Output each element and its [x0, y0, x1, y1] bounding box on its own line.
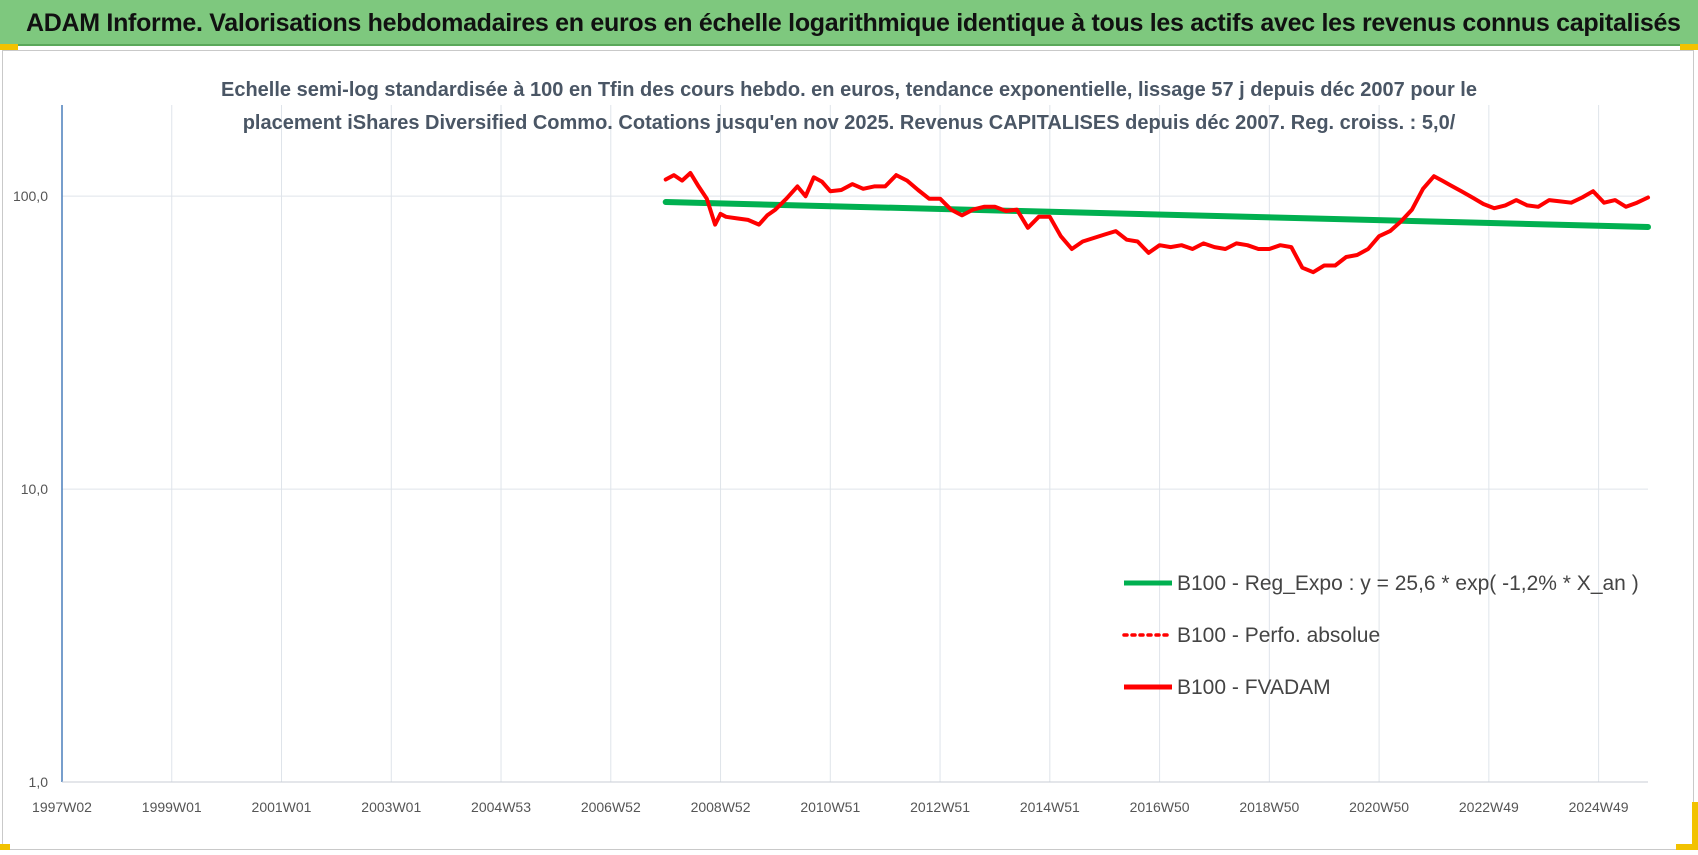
- chart-subtitle: Echelle semi-log standardisée à 100 en T…: [221, 79, 1477, 134]
- y-tick-label: 10,0: [21, 481, 48, 497]
- series-layer: [662, 171, 1651, 275]
- x-tick-label: 2010W51: [800, 799, 860, 815]
- y-tick-label: 100,0: [13, 188, 48, 204]
- x-tick-label: 2012W51: [910, 799, 970, 815]
- legend-label: B100 - Perfo. absolue: [1177, 624, 1380, 647]
- title-banner: ADAM Informe. Valorisations hebdomadaire…: [0, 0, 1698, 46]
- corner-mark-bottom-right-h: [1676, 844, 1698, 850]
- legend-label: B100 - FVADAM: [1177, 676, 1331, 699]
- x-tick-label: 2020W50: [1349, 799, 1409, 815]
- x-tick-label: 2008W52: [691, 799, 751, 815]
- x-tick-label: 2016W50: [1130, 799, 1190, 815]
- y-tick-label: 1,0: [29, 774, 49, 790]
- axes: 1997W02 1999W01 2001W01 2003W01 2004W53 2006W…: [13, 105, 1648, 815]
- x-tick-label: 2022W49: [1459, 799, 1519, 815]
- x-tick-label: 2006W52: [581, 799, 641, 815]
- x-tick-label: 2001W01: [252, 799, 312, 815]
- corner-mark-top-right: [1680, 44, 1698, 50]
- trend-line: [662, 199, 1651, 230]
- x-tick-label: 2003W01: [361, 799, 421, 815]
- x-tick-label: 2004W53: [471, 799, 531, 815]
- corner-mark-bottom-right: [1692, 802, 1698, 850]
- corner-mark-top-left: [0, 44, 18, 50]
- x-tick-label: 1997W02: [32, 799, 92, 815]
- chart-frame: [2, 50, 1694, 850]
- x-tick-label: 1999W01: [142, 799, 202, 815]
- corner-mark-bottom-left: [0, 844, 10, 850]
- legend-label: B100 - Reg_Expo : y = 25,6 * exp( -1,2% …: [1177, 572, 1639, 595]
- fvadam-line: [663, 171, 1650, 275]
- chart-subtitle-line: Echelle semi-log standardisée à 100 en T…: [221, 79, 1477, 101]
- x-tick-label: 2024W49: [1569, 799, 1629, 815]
- report-title: ADAM Informe. Valorisations hebdomadaire…: [26, 9, 1681, 37]
- chart-subtitle-line: placement iShares Diversified Commo. Cot…: [243, 112, 1456, 134]
- x-tick-label: 2018W50: [1239, 799, 1299, 815]
- x-tick-label: 2014W51: [1020, 799, 1080, 815]
- legend: B100 - Reg_Expo : y = 25,6 * exp( -1,2% …: [1122, 572, 1639, 699]
